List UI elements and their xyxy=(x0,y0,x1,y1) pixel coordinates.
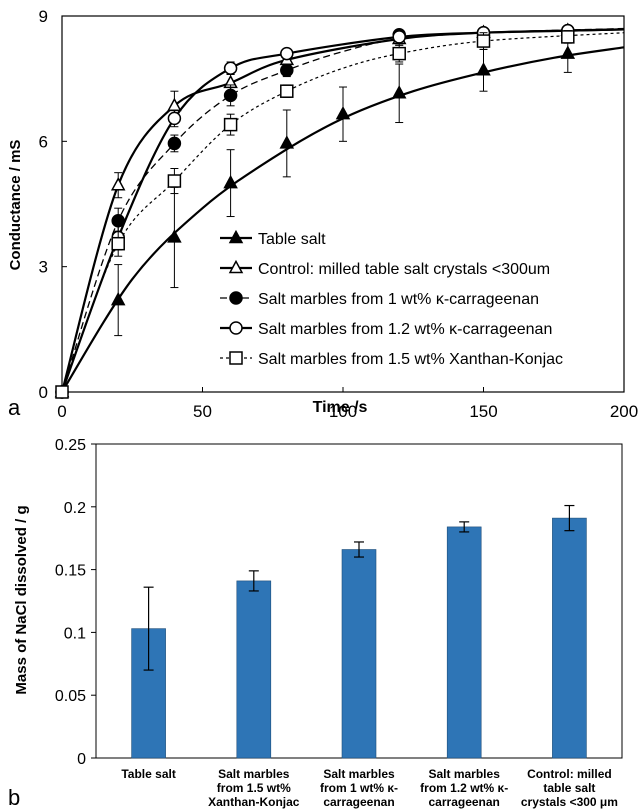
data-point-marker xyxy=(223,174,238,189)
data-point-marker xyxy=(110,177,126,191)
chart-a-series xyxy=(54,22,625,399)
data-point-marker xyxy=(110,291,126,306)
data-point-marker xyxy=(223,88,238,103)
conductance-line-chart: 0 50 100 150 200 0 3 6 9 Table salt Control: mill… xyxy=(7,7,639,420)
data-point-marker xyxy=(392,46,406,61)
chart-b-y-axis-title: Mass of NaCl dissolved / g xyxy=(13,505,30,694)
data-point-marker xyxy=(229,291,243,305)
data-point-marker xyxy=(279,135,295,149)
data-point-marker xyxy=(229,321,243,335)
category-label: Salt marbles xyxy=(218,767,290,781)
data-point-marker xyxy=(335,106,351,120)
data-point-marker xyxy=(280,63,294,78)
data-point-marker xyxy=(167,111,182,126)
category-label: carrageenan xyxy=(323,795,394,809)
series-line xyxy=(61,46,625,393)
bar xyxy=(341,549,377,759)
panel-label-b: b xyxy=(8,785,20,810)
series-1 xyxy=(54,22,625,398)
data-point-marker xyxy=(228,259,244,274)
data-point-marker xyxy=(167,97,182,112)
x-tick-label: 50 xyxy=(193,402,212,420)
data-point-marker xyxy=(228,229,244,244)
series-0 xyxy=(54,34,625,398)
category-label: from 1.5 wt% xyxy=(217,781,291,795)
chart-a-axes: 0 50 100 150 200 0 3 6 9 xyxy=(39,7,639,420)
data-point-marker xyxy=(391,85,407,99)
chart-a-legend: Table salt Control: milled table salt cry… xyxy=(220,229,563,368)
category-label: table salt xyxy=(543,781,595,795)
y-tick-label: 0.1 xyxy=(64,625,86,642)
bar xyxy=(446,526,482,759)
nacl-dissolved-bar-chart: 0 0.05 0.1 0.15 0.2 0.25 Table salt Salt marbl… xyxy=(8,437,623,810)
category-label: from 1 wt% κ- xyxy=(320,781,398,795)
category-label: from 1.2 wt% κ- xyxy=(420,781,508,795)
category-label: carrageenan xyxy=(429,795,500,809)
data-point-marker xyxy=(280,46,294,61)
data-point-marker xyxy=(560,45,576,59)
legend-label: Salt marbles from 1.2 wt% κ-carrageenan xyxy=(258,321,552,338)
y-tick-label: 0 xyxy=(77,751,86,768)
legend-label: Salt marbles from 1 wt% κ-carrageenan xyxy=(258,291,539,308)
category-label: Salt marbles xyxy=(323,767,395,781)
y-tick-label: 9 xyxy=(39,7,48,26)
category-label: crystals <300 μm xyxy=(521,795,618,809)
data-point-marker xyxy=(223,117,238,132)
y-tick-label: 0.2 xyxy=(64,500,86,517)
chart-a-x-axis-title: Time /s xyxy=(313,399,368,416)
y-tick-label: 3 xyxy=(39,258,48,277)
data-point-marker xyxy=(223,61,238,75)
data-point-marker xyxy=(392,30,406,44)
data-point-marker xyxy=(55,385,69,399)
legend-label: Salt marbles from 1.5 wt% Xanthan-Konjac xyxy=(258,351,563,368)
y-tick-label: 0.25 xyxy=(55,437,86,454)
data-point-marker xyxy=(561,30,575,44)
chart-a-y-axis-title: Conductance / mS xyxy=(7,140,24,271)
data-point-marker xyxy=(229,351,243,365)
category-label: Salt marbles xyxy=(429,767,501,781)
data-point-marker xyxy=(476,62,491,76)
y-tick-label: 0.15 xyxy=(55,563,86,580)
data-point-marker xyxy=(476,34,491,48)
y-tick-label: 6 xyxy=(39,132,48,151)
data-point-marker xyxy=(167,174,182,188)
category-label: Table salt xyxy=(121,767,175,781)
legend-label: Table salt xyxy=(258,231,326,248)
panel-label-a: a xyxy=(8,395,21,420)
bar xyxy=(131,628,166,759)
bar xyxy=(552,517,587,759)
x-tick-label: 0 xyxy=(57,402,66,420)
y-tick-label: 0 xyxy=(39,383,48,402)
data-point-marker xyxy=(167,136,182,151)
series-4 xyxy=(55,30,625,399)
data-point-marker xyxy=(167,229,182,243)
category-label: Xanthan-Konjac xyxy=(208,795,300,809)
x-tick-label: 100 xyxy=(329,402,357,420)
data-point-marker xyxy=(111,236,125,251)
y-tick-label: 0.05 xyxy=(55,688,86,705)
data-point-marker xyxy=(280,84,294,98)
legend-label: Control: milled table salt crystals <300… xyxy=(258,261,550,278)
category-label: Control: milled xyxy=(527,767,612,781)
x-tick-label: 150 xyxy=(469,402,497,420)
x-tick-label: 200 xyxy=(610,402,638,420)
bar xyxy=(236,580,272,759)
